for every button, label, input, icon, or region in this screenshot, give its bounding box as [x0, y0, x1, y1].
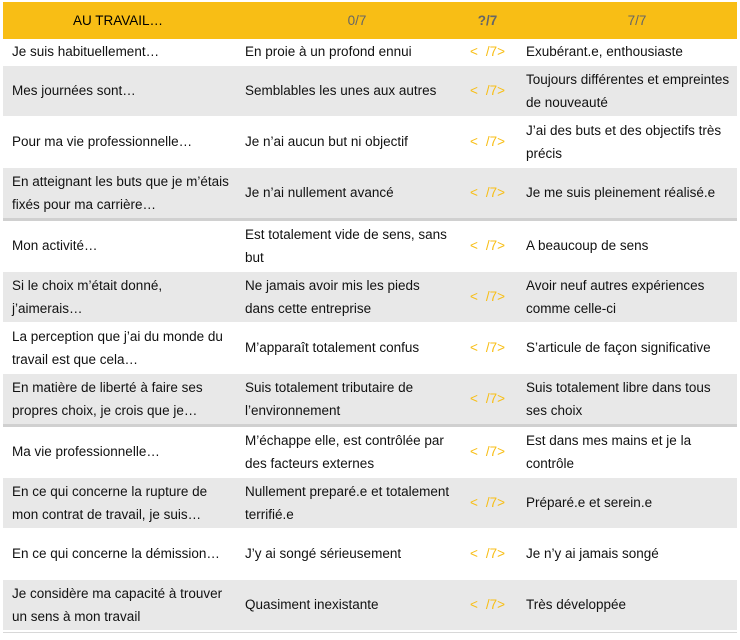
score-cell[interactable]: < /7> — [458, 65, 517, 117]
table-row: En atteignant les buts que je m’étais fi… — [3, 167, 737, 220]
question-cell: En ce qui concerne la démission… — [3, 528, 236, 580]
score-cell[interactable]: < /7> — [458, 116, 517, 168]
high-answer-cell: A beaucoup de sens — [517, 217, 737, 272]
score-value: /7> — [485, 185, 506, 200]
high-answer-cell: Exubérant.e, enthousiaste — [517, 39, 737, 66]
score-value: /7> — [485, 289, 506, 304]
score-open: < — [469, 83, 478, 98]
score-value: /7> — [485, 444, 506, 459]
high-answer-cell: Très développée — [517, 579, 737, 631]
low-answer-cell: Nullement preparé.e et totalement terrif… — [236, 477, 458, 529]
table-row: En ce qui concerne la démission… J’y ai … — [3, 528, 737, 580]
score-open: < — [469, 340, 478, 355]
header-topic: AU TRAVAIL… — [3, 2, 236, 39]
score-value: /7> — [485, 134, 506, 149]
score-open: < — [469, 134, 478, 149]
table-row: En matière de liberté à faire ses propre… — [3, 373, 737, 426]
score-value: /7> — [485, 340, 506, 355]
questionnaire-table: AU TRAVAIL… 0/7 ?/7 7/7 Je suis habituel… — [3, 2, 737, 631]
table-row: Mon activité… Est totalement vide de sen… — [3, 217, 737, 272]
low-answer-cell: Je n’ai nullement avancé — [236, 167, 458, 220]
score-value: /7> — [485, 546, 506, 561]
low-answer-cell: Ne jamais avoir mis les pieds dans cette… — [236, 271, 458, 323]
table-row: Si le choix m’était donné, j’aimerais… N… — [3, 271, 737, 323]
score-open: < — [469, 43, 478, 59]
question-cell: Mon activité… — [3, 217, 236, 272]
score-cell[interactable]: < /7> — [458, 271, 517, 323]
score-open: < — [469, 289, 478, 304]
score-open: < — [469, 495, 478, 510]
high-answer-cell: Je n’y ai jamais songé — [517, 528, 737, 580]
score-value: /7> — [485, 238, 506, 253]
question-cell: Je suis habituellement… — [3, 39, 236, 66]
score-open: < — [469, 391, 478, 406]
question-cell: Pour ma vie professionnelle… — [3, 116, 236, 168]
score-cell[interactable]: < /7> — [458, 579, 517, 631]
score-open: < — [469, 546, 478, 561]
question-cell: Si le choix m’était donné, j’aimerais… — [3, 271, 236, 323]
question-cell: Mes journées sont… — [3, 65, 236, 117]
low-answer-cell: J’y ai songé sérieusement — [236, 528, 458, 580]
question-cell: La perception que j’ai du monde du trava… — [3, 322, 236, 374]
low-answer-cell: Est totalement vide de sens, sans but — [236, 217, 458, 272]
high-answer-cell: S’articule de façon significative — [517, 322, 737, 374]
score-open: < — [469, 238, 478, 253]
low-answer-cell: M’apparaît totalement confus — [236, 322, 458, 374]
table-row: Mes journées sont… Semblables les unes a… — [3, 65, 737, 117]
score-open: < — [469, 185, 478, 200]
score-cell[interactable]: < /7> — [458, 528, 517, 580]
table-row: La perception que j’ai du monde du trava… — [3, 322, 737, 374]
high-answer-cell: J’ai des buts et des objectifs très préc… — [517, 116, 737, 168]
high-answer-cell: Suis totalement libre dans tous ses choi… — [517, 373, 737, 426]
table-row: Je suis habituellement… En proie à un pr… — [3, 39, 737, 66]
table-row: Pour ma vie professionnelle… Je n’ai auc… — [3, 116, 737, 168]
score-cell[interactable]: < /7> — [458, 39, 517, 66]
score-cell[interactable]: < /7> — [458, 167, 517, 220]
score-open: < — [469, 444, 478, 459]
high-answer-cell: Toujours différentes et empreintes de no… — [517, 65, 737, 117]
question-cell: Ma vie professionnelle… — [3, 423, 236, 478]
low-answer-cell: En proie à un profond ennui — [236, 39, 458, 66]
low-answer-cell: Je n’ai aucun but ni objectif — [236, 116, 458, 168]
score-cell[interactable]: < /7> — [458, 373, 517, 426]
header-your-score: ?/7 — [458, 2, 517, 39]
question-cell: En matière de liberté à faire ses propre… — [3, 373, 236, 426]
header-max-score: 7/7 — [517, 2, 737, 39]
header-min-score: 0/7 — [236, 2, 458, 39]
score-cell[interactable]: < /7> — [458, 217, 517, 272]
low-answer-cell: Semblables les unes aux autres — [236, 65, 458, 117]
high-answer-cell: Avoir neuf autres expériences comme cell… — [517, 271, 737, 323]
low-answer-cell: M’échappe elle, est contrôlée par des fa… — [236, 423, 458, 478]
score-cell[interactable]: < /7> — [458, 423, 517, 478]
score-value: /7> — [485, 83, 506, 98]
score-value: /7> — [485, 43, 506, 59]
high-answer-cell: Je me suis pleinement réalisé.e — [517, 167, 737, 220]
table-row: Ma vie professionnelle… M’échappe elle, … — [3, 423, 737, 478]
table-row: Je considère ma capacité à trouver un se… — [3, 579, 737, 631]
low-answer-cell: Quasiment inexistante — [236, 579, 458, 631]
low-answer-cell: Suis totalement tributaire de l’environn… — [236, 373, 458, 426]
score-cell[interactable]: < /7> — [458, 322, 517, 374]
question-cell: En ce qui concerne la rupture de mon con… — [3, 477, 236, 529]
score-open: < — [469, 597, 478, 612]
high-answer-cell: Préparé.e et serein.e — [517, 477, 737, 529]
question-cell: En atteignant les buts que je m’étais fi… — [3, 167, 236, 220]
score-value: /7> — [485, 391, 506, 406]
score-value: /7> — [485, 597, 506, 612]
table-row: En ce qui concerne la rupture de mon con… — [3, 477, 737, 529]
score-cell[interactable]: < /7> — [458, 477, 517, 529]
table-bottom-border — [3, 632, 737, 633]
table-header: AU TRAVAIL… 0/7 ?/7 7/7 — [3, 2, 737, 39]
high-answer-cell: Est dans mes mains et je la contrôle — [517, 423, 737, 478]
question-cell: Je considère ma capacité à trouver un se… — [3, 579, 236, 631]
score-value: /7> — [485, 495, 506, 510]
